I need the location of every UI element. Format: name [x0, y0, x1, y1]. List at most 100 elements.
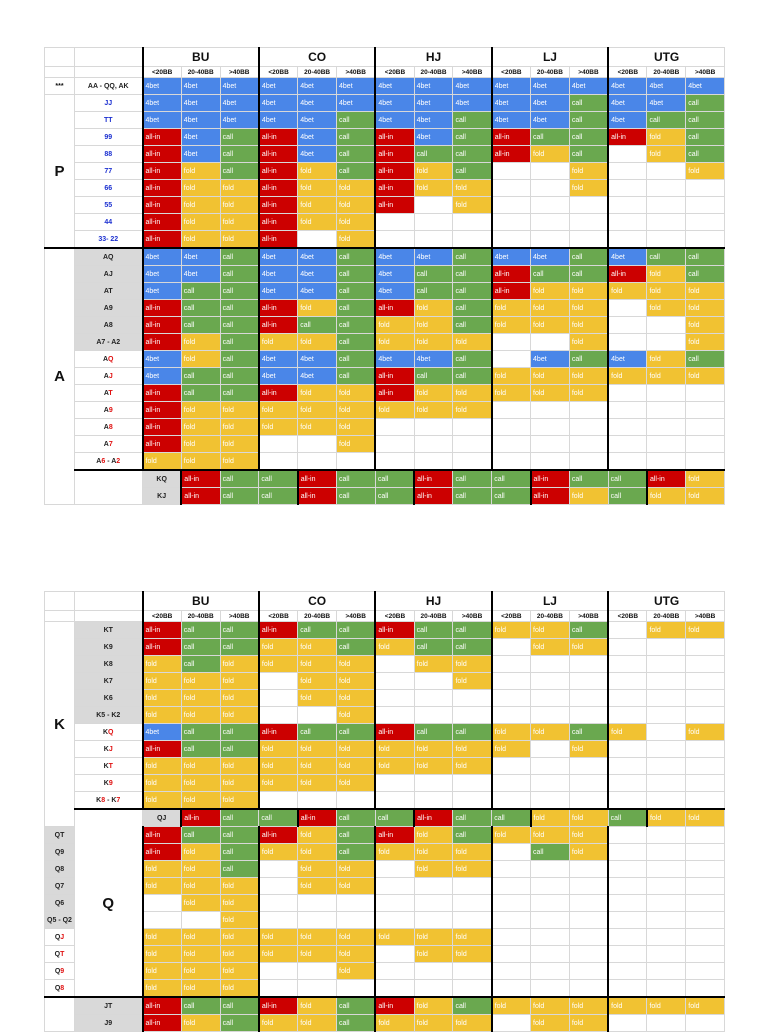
action-cell [452, 706, 493, 724]
row-marker: *** [44, 77, 75, 95]
table-row: K7 fold fold fold fold fold fold [45, 672, 726, 690]
table-row: P JJ 4bet 4bet 4bet 4bet 4bet 4bet 4bet 4bet 4bet 4… [44, 94, 726, 249]
suited-marker: 8 [108, 423, 113, 431]
action-cell: 4bet [257, 77, 299, 95]
hand-text: 99 [104, 133, 113, 141]
action-cell [568, 196, 609, 214]
action-cell [452, 894, 493, 912]
action-cell: fold [646, 299, 687, 317]
action-cell: call [568, 265, 609, 283]
action-cell [607, 860, 648, 878]
action-cell [490, 945, 532, 963]
hand-text: A [103, 406, 109, 414]
section-label: A [44, 247, 75, 505]
action-cell: fold [336, 401, 376, 419]
action-cell: fold [219, 213, 260, 231]
action-cell [413, 894, 454, 912]
hand-text: 88 [104, 150, 113, 158]
action-cell: all-in [374, 179, 415, 197]
hand-label: A9 [74, 299, 143, 317]
action-cell: call [336, 367, 376, 385]
action-cell [490, 655, 532, 673]
action-cell [568, 452, 609, 471]
hand-label: AJ [74, 367, 143, 385]
table-row: Q8 fold fold fold [44, 979, 726, 998]
action-cell: call [685, 350, 726, 368]
action-cell [685, 179, 726, 197]
action-cell: fold [413, 162, 454, 180]
action-cell [646, 843, 687, 861]
action-cell [490, 213, 532, 231]
action-cell: call [336, 282, 376, 300]
action-cell: fold [530, 1014, 570, 1032]
action-cell: all-in [490, 282, 532, 300]
action-cell: fold [685, 282, 726, 300]
action-cell: fold [413, 655, 454, 673]
action-cell: fold [180, 945, 221, 963]
action-cell [646, 162, 687, 180]
action-cell: 4bet [297, 94, 338, 112]
action-cell: 4bet [530, 77, 570, 95]
hand-text: 33- 22 [98, 235, 119, 243]
action-cell: all-in [141, 826, 182, 844]
action-cell: call [297, 621, 338, 639]
action-cell: fold [374, 1014, 415, 1032]
action-cell [490, 350, 532, 368]
hand-label: K6 [74, 689, 143, 707]
suited-marker: 7 [108, 440, 113, 448]
action-cell [490, 333, 532, 351]
action-cell: fold [219, 672, 260, 690]
action-cell: call [413, 367, 454, 385]
action-cell: all-in [141, 316, 182, 334]
action-cell [257, 452, 299, 471]
action-cell [257, 979, 299, 998]
action-cell: 4bet [297, 265, 338, 283]
action-cell: fold [530, 299, 570, 317]
action-cell: 4bet [607, 111, 648, 129]
action-cell: fold [297, 774, 338, 792]
action-cell: fold [490, 316, 532, 334]
action-cell: all-in [374, 723, 415, 741]
stack-header-row: <20BB 20-40BB >40BB <20BB 20-40BB >40BB <20BB 2… [44, 610, 726, 622]
action-cell: fold [490, 996, 532, 1015]
table-row: KQ 4bet call call all-in call call all-in call ca… [45, 723, 726, 741]
action-cell: 4bet [336, 94, 376, 112]
hand-text: K [103, 745, 109, 753]
action-cell [530, 213, 570, 231]
action-cell: call [452, 996, 493, 1015]
action-cell: all-in [257, 128, 299, 146]
action-cell [685, 860, 726, 878]
table-row: Q5 - Q2 fold [44, 911, 726, 929]
action-cell: 4bet [257, 367, 299, 385]
hand-label: KJ [74, 740, 143, 758]
action-cell: fold [685, 487, 726, 505]
table-row: KJ all-in call call fold fold fold fold fold fold… [45, 740, 726, 758]
action-cell: call [374, 469, 415, 488]
range-table-top: BU CO HJ LJ UTG <20BB 20-40BB >40BB <20BB 20-40BB… [44, 47, 726, 505]
action-cell: call [568, 723, 609, 741]
action-cell [452, 911, 493, 929]
action-cell: fold [646, 265, 687, 283]
position-header-row: BU CO HJ LJ UTG [44, 47, 726, 67]
action-cell: all-in [374, 128, 415, 146]
action-cell: fold [530, 638, 570, 656]
action-cell: fold [219, 452, 260, 471]
action-cell [568, 213, 609, 231]
action-cell: call [530, 265, 570, 283]
hand-text: 77 [104, 167, 113, 175]
suited-marker: 9 [108, 779, 113, 787]
action-cell: call [180, 723, 221, 741]
action-cell: fold [219, 894, 260, 912]
hand-label: 66 [74, 179, 143, 197]
action-cell [413, 672, 454, 690]
stack-header: >40BB [219, 66, 260, 78]
action-cell: 4bet [413, 111, 454, 129]
action-cell [374, 689, 415, 707]
action-cell [530, 196, 570, 214]
action-cell: call [219, 316, 260, 334]
action-cell [452, 877, 493, 895]
stack-header: >40BB [685, 610, 726, 622]
action-cell: all-in [490, 145, 532, 163]
hand-text: 66 [104, 184, 113, 192]
action-cell [297, 452, 338, 471]
